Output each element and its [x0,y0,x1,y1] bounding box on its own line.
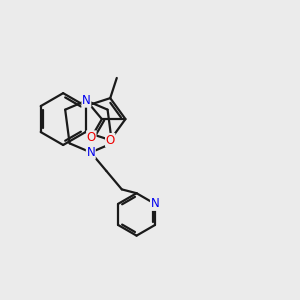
Text: N: N [86,146,95,159]
Text: N: N [82,94,91,107]
Text: N: N [151,197,159,210]
Text: O: O [106,134,115,146]
Text: O: O [87,131,96,144]
